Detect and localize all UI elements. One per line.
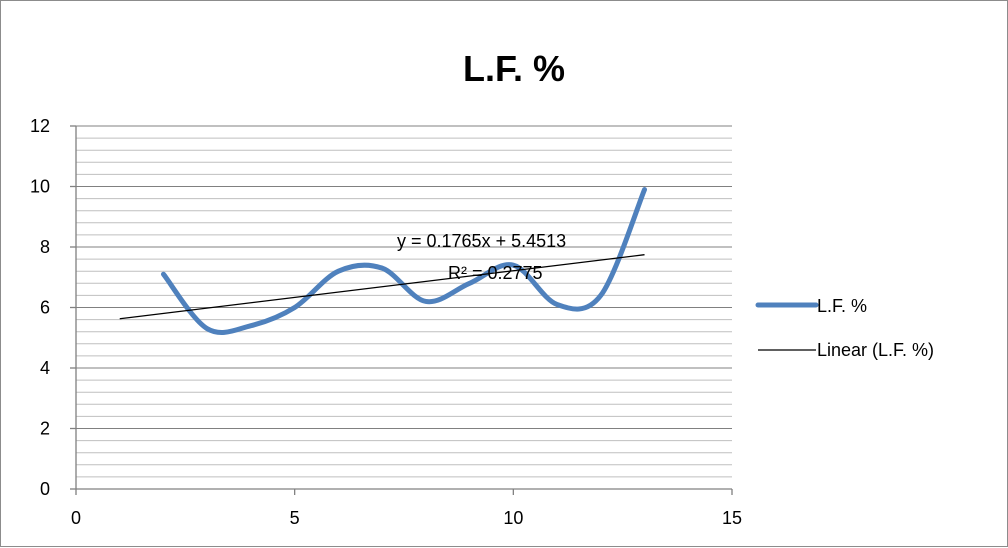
y-tick-label: 8 [40,237,50,257]
axes [70,126,732,495]
legend-label-trendline: Linear (L.F. %) [817,340,934,360]
tick-labels: 0 2 4 6 8 10 12 0 5 10 15 [30,116,742,528]
y-tick-label: 0 [40,479,50,499]
x-tick-label: 0 [71,508,81,528]
y-tick-label: 12 [30,116,50,136]
grid-lines [76,126,732,477]
x-tick-label: 15 [722,508,742,528]
legend: L.F. % Linear (L.F. %) [758,296,934,360]
chart-title: L.F. % [463,48,565,89]
legend-label-series: L.F. % [817,296,867,316]
y-tick-label: 6 [40,298,50,318]
y-tick-label: 10 [30,177,50,197]
trendline-r2: R² = 0.2775 [448,263,543,283]
y-tick-label: 4 [40,358,50,378]
x-tick-label: 10 [503,508,523,528]
trendline-equation: y = 0.1765x + 5.4513 [397,231,566,251]
x-tick-label: 5 [290,508,300,528]
y-tick-label: 2 [40,419,50,439]
